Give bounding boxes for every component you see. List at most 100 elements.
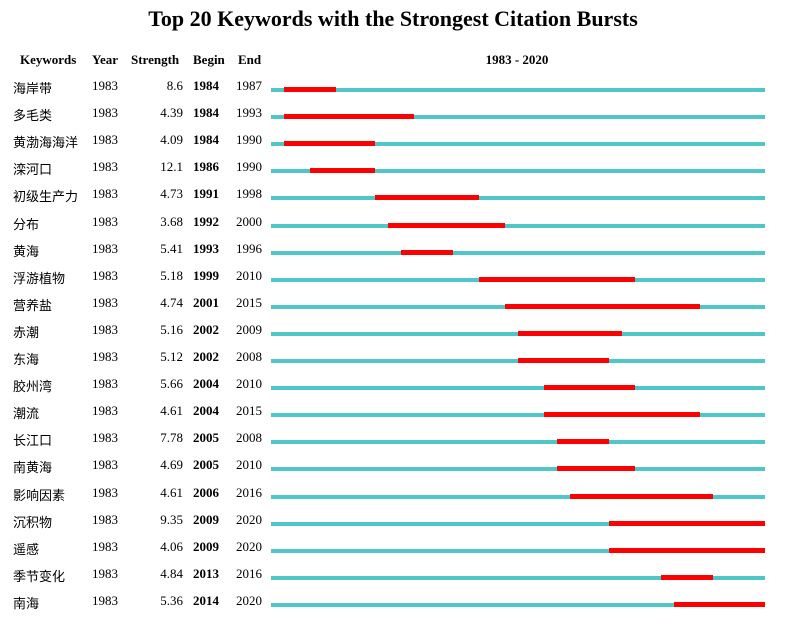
table-row: 东海 1983 5.12 2002 2008 <box>0 349 786 376</box>
begin-cell: 2009 <box>193 538 219 554</box>
begin-cell: 2013 <box>193 565 219 581</box>
keyword-cell: 遥感 <box>13 542 40 558</box>
keyword-cell: 浮游植物 <box>13 271 66 287</box>
timeline-bar <box>271 142 765 147</box>
end-cell: 2020 <box>236 511 262 527</box>
table-row: 海岸带 1983 8.6 1984 1987 <box>0 78 786 105</box>
year-cell: 1983 <box>92 565 118 581</box>
timeline-bar <box>271 223 765 228</box>
burst-bar <box>284 141 375 147</box>
table-row: 黄海 1983 5.41 1993 1996 <box>0 241 786 268</box>
table-row: 季节变化 1983 4.84 2013 2016 <box>0 566 786 593</box>
begin-cell: 1984 <box>193 105 219 121</box>
table-row: 遥感 1983 4.06 2009 2020 <box>0 539 786 566</box>
strength-cell: 4.39 <box>160 105 183 121</box>
strength-cell: 8.6 <box>166 78 183 93</box>
year-cell: 1983 <box>92 538 118 554</box>
table-row: 沉积物 1983 9.35 2009 2020 <box>0 512 786 539</box>
timeline-bar <box>271 250 765 255</box>
begin-cell: 1991 <box>193 186 219 202</box>
header-begin: Begin <box>193 52 225 67</box>
begin-cell: 1999 <box>193 267 219 283</box>
year-cell: 1983 <box>92 78 118 93</box>
burst-bar <box>375 195 479 201</box>
burst-bar <box>661 574 713 580</box>
keyword-cell: 沉积物 <box>13 515 53 531</box>
year-cell: 1983 <box>92 321 118 337</box>
year-cell: 1983 <box>92 349 118 364</box>
table-row: 滦河口 1983 12.1 1986 1990 <box>0 159 786 186</box>
burst-bar <box>674 601 765 607</box>
end-cell: 2009 <box>236 321 262 337</box>
burst-bar <box>284 87 336 92</box>
header-keywords: Keywords <box>20 52 77 67</box>
burst-bar <box>518 358 609 363</box>
begin-cell: 1993 <box>193 240 219 256</box>
table-row: 初级生产力 1983 4.73 1991 1998 <box>0 186 786 213</box>
begin-cell: 2004 <box>193 376 219 392</box>
end-cell: 2010 <box>236 267 262 283</box>
year-cell: 1983 <box>92 294 118 310</box>
timeline-bar <box>271 440 765 445</box>
burst-bar <box>388 222 505 228</box>
header-strength: Strength <box>131 52 180 67</box>
table-row: 多毛类 1983 4.39 1984 1993 <box>0 105 786 132</box>
year-cell: 1983 <box>92 132 118 148</box>
keyword-cell: 胶州湾 <box>13 380 53 396</box>
year-cell: 1983 <box>92 592 118 608</box>
end-cell: 2010 <box>236 457 262 473</box>
table-row: 营养盐 1983 4.74 2001 2015 <box>0 295 786 322</box>
keyword-cell: 多毛类 <box>13 109 53 125</box>
strength-cell: 5.16 <box>160 321 183 337</box>
end-cell: 2010 <box>236 376 262 392</box>
begin-cell: 2005 <box>193 457 219 473</box>
strength-cell: 9.35 <box>160 511 183 527</box>
keyword-cell: 滦河口 <box>13 163 53 179</box>
strength-cell: 3.68 <box>160 213 183 229</box>
strength-cell: 5.12 <box>160 349 183 364</box>
burst-bar <box>479 276 635 282</box>
year-cell: 1983 <box>92 430 118 446</box>
table-row: 南海 1983 5.36 2014 2020 <box>0 593 786 620</box>
begin-cell: 1992 <box>193 213 219 229</box>
keyword-cell: 影响因素 <box>13 488 66 504</box>
strength-cell: 4.73 <box>160 186 183 202</box>
keyword-cell: 南黄海 <box>13 461 53 477</box>
burst-bar <box>557 439 609 445</box>
end-cell: 2008 <box>236 349 262 364</box>
timeline-bar <box>271 521 765 526</box>
keyword-cell: 长江口 <box>13 434 53 450</box>
timeline-bar <box>271 413 765 418</box>
begin-cell: 2006 <box>193 484 219 500</box>
timeline-bar <box>271 575 765 580</box>
timeline-bar <box>271 602 765 607</box>
begin-cell: 1984 <box>193 78 219 93</box>
end-cell: 2020 <box>236 538 262 554</box>
end-cell: 2016 <box>236 565 262 581</box>
burst-bar <box>609 547 765 553</box>
end-cell: 1996 <box>236 240 262 256</box>
header-year: Year <box>92 52 118 67</box>
begin-cell: 2004 <box>193 403 219 419</box>
burst-bar <box>518 330 622 336</box>
end-cell: 2020 <box>236 592 262 608</box>
end-cell: 2000 <box>236 213 262 229</box>
year-cell: 1983 <box>92 267 118 283</box>
end-cell: 2016 <box>236 484 262 500</box>
burst-bar <box>544 385 635 391</box>
year-cell: 1983 <box>92 376 118 392</box>
end-cell: 2015 <box>236 294 262 310</box>
end-cell: 2015 <box>236 403 262 419</box>
strength-cell: 4.61 <box>160 403 183 419</box>
keyword-cell: 海岸带 <box>13 82 53 97</box>
table-row: 黄渤海海洋 1983 4.09 1984 1990 <box>0 132 786 159</box>
keyword-cell: 黄海 <box>13 244 40 260</box>
timeline-bar <box>271 115 765 120</box>
strength-cell: 4.84 <box>160 565 183 581</box>
table-row: 胶州湾 1983 5.66 2004 2010 <box>0 376 786 403</box>
strength-cell: 4.06 <box>160 538 183 554</box>
end-cell: 1987 <box>236 78 262 93</box>
end-cell: 1990 <box>236 132 262 148</box>
table-row: 南黄海 1983 4.69 2005 2010 <box>0 457 786 484</box>
burst-bar <box>505 303 700 309</box>
